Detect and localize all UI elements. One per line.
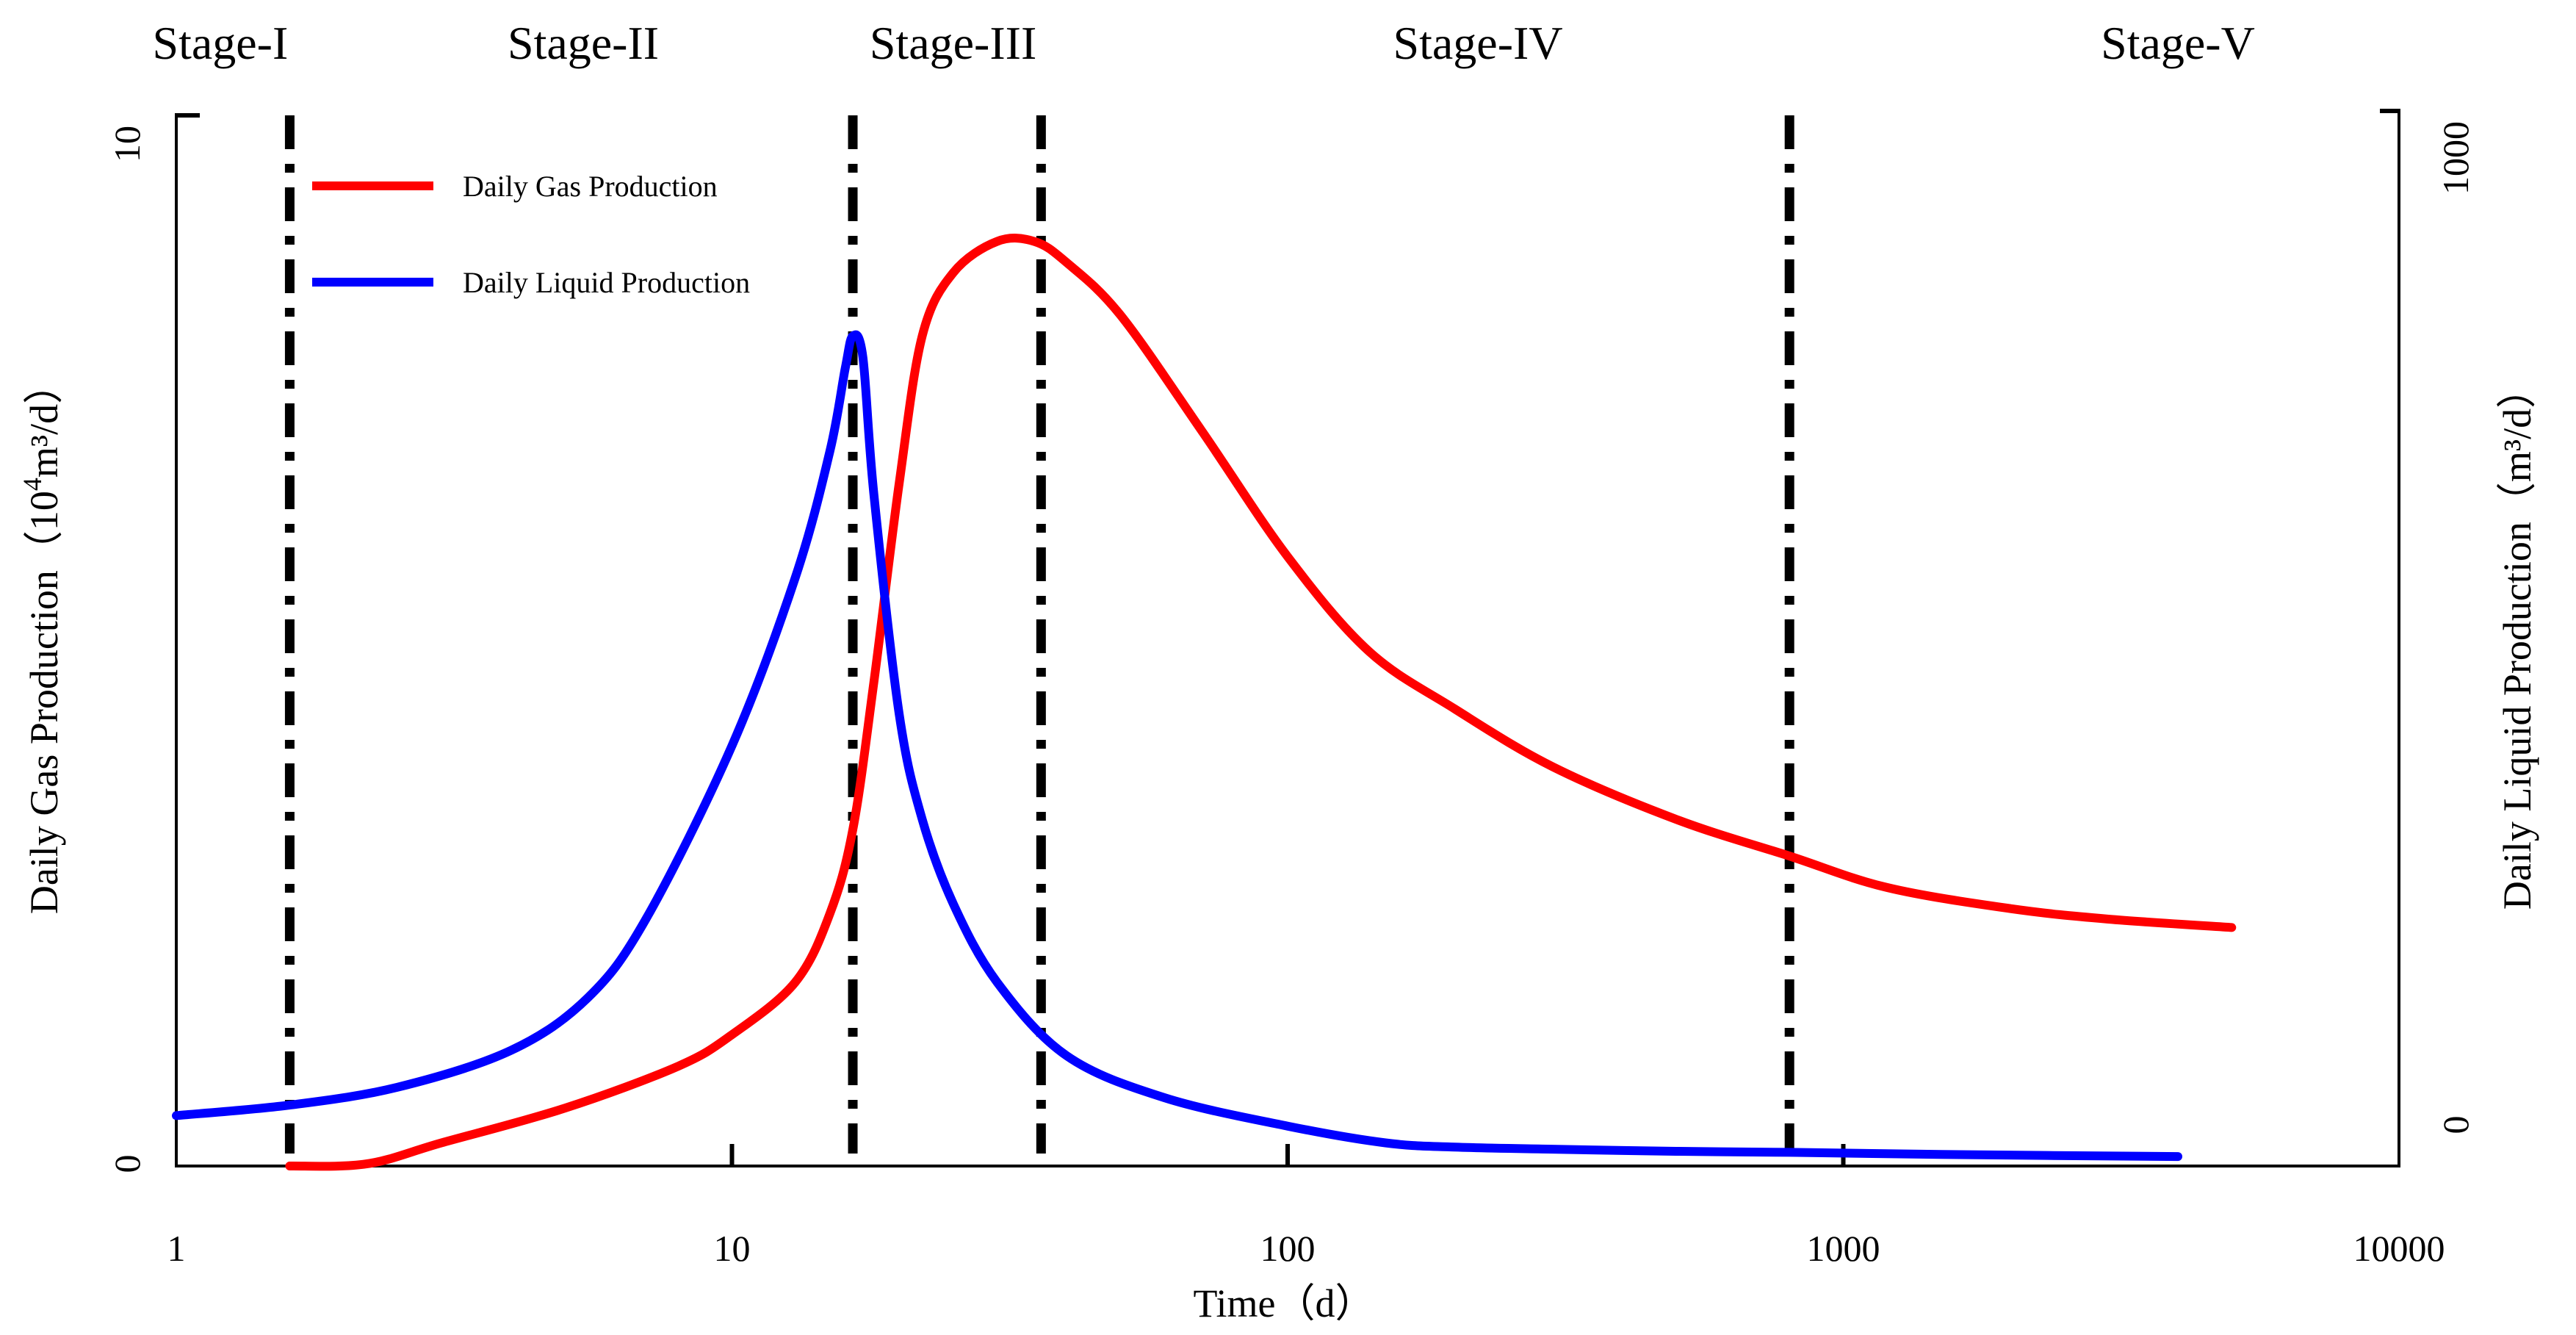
x-tick-label-100: 100 [1260,1228,1316,1269]
stage-boundaries [284,115,1794,1154]
stage-label-5: Stage-V [2101,17,2255,69]
x-axis-title: Time（d） [1193,1281,1374,1325]
left-y-axis-title-text: Daily Gas Production（ [22,530,66,914]
stage-label-1: Stage-I [152,17,288,69]
left-y-tick-label-max: 10 [107,126,148,162]
x-tick-label-10000: 10000 [2353,1228,2445,1269]
legend: Daily Gas Production Daily Liquid Produc… [312,170,750,299]
x-tick-label-1000: 1000 [1807,1228,1880,1269]
x-tick-label-10: 10 [714,1228,751,1269]
stage-label-2: Stage-II [508,17,659,69]
left-y-axis-title-unit-base: 10 [22,491,66,530]
legend-label-liquid: Daily Liquid Production [463,266,750,299]
left-y-axis-title-unit-rest: m³/d） [22,364,66,478]
right-y-tick-label-min: 0 [2435,1116,2476,1134]
series-lines [172,234,2237,1171]
left-y-axis-title-unit-sup: 4 [18,478,47,491]
right-y-axis-title: Daily Liquid Production（m³/d） [2495,369,2539,910]
gas-production-line [285,234,2237,1171]
left-y-tick-label-min: 0 [107,1155,148,1173]
x-axis-tick-labels: 1 10 100 1000 10000 [167,1228,2445,1269]
stage-labels: Stage-I Stage-II Stage-III Stage-IV Stage-V [152,17,2254,69]
liquid-production-line [172,330,2182,1162]
legend-label-gas: Daily Gas Production [463,170,718,203]
right-y-tick-label-max: 1000 [2435,121,2476,195]
x-tick-label-1: 1 [167,1228,186,1269]
left-y-axis-title: Daily Gas Production（104m³/d） [18,364,66,914]
stage-label-4: Stage-IV [1393,17,1563,69]
stage-label-3: Stage-III [870,17,1036,69]
